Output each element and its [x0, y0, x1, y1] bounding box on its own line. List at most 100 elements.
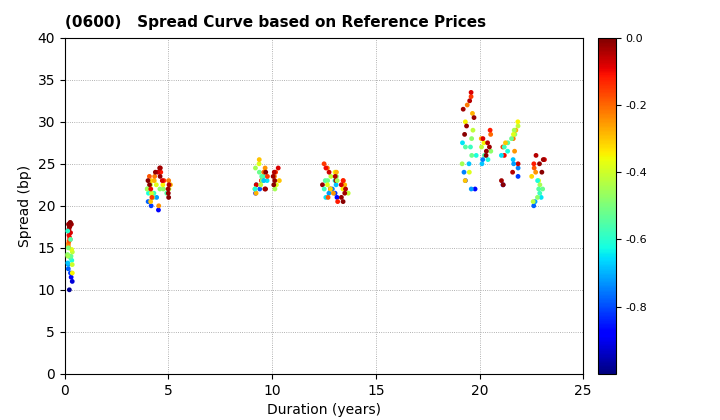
Point [481, 148, 492, 155]
Point [507, 169, 518, 176]
Point [322, 165, 333, 171]
Point [62, 228, 73, 234]
Point [259, 165, 271, 171]
Point [64, 234, 76, 241]
Point [143, 190, 154, 197]
Point [163, 194, 174, 201]
Point [257, 177, 269, 184]
Point [269, 186, 281, 192]
Point [456, 139, 468, 146]
Point [482, 156, 494, 163]
Point [502, 148, 513, 155]
Point [533, 177, 544, 184]
Point [330, 177, 342, 184]
Point [330, 173, 341, 180]
Point [528, 160, 539, 167]
Point [537, 186, 549, 192]
Point [253, 160, 265, 167]
Point [482, 139, 493, 146]
Point [153, 207, 164, 213]
Point [255, 181, 266, 188]
Point [145, 198, 156, 205]
Point [526, 173, 537, 180]
Point [66, 278, 78, 285]
Point [508, 131, 519, 138]
Point [63, 261, 74, 268]
Point [323, 190, 335, 197]
Point [332, 198, 343, 205]
Point [269, 177, 281, 184]
Point [459, 144, 471, 150]
Point [338, 177, 349, 184]
Point [249, 186, 261, 192]
Point [66, 257, 78, 264]
Point [505, 135, 517, 142]
Point [468, 114, 480, 121]
Point [498, 152, 510, 159]
Point [500, 139, 511, 146]
Point [459, 177, 471, 184]
Point [154, 165, 166, 171]
Point [270, 169, 282, 176]
Point [63, 286, 75, 293]
Point [148, 190, 160, 197]
Point [497, 144, 508, 150]
Point [325, 173, 337, 180]
Point [145, 186, 156, 192]
Point [63, 244, 74, 251]
Point [62, 251, 73, 258]
Point [465, 93, 477, 100]
Point [329, 190, 341, 197]
Point [339, 190, 351, 197]
Point [467, 110, 478, 117]
Point [512, 118, 523, 125]
Point [509, 131, 521, 138]
Point [534, 160, 545, 167]
Point [456, 160, 468, 167]
Point [509, 148, 521, 155]
Point [498, 144, 510, 150]
Point [336, 194, 347, 201]
Point [480, 152, 492, 159]
Point [337, 186, 348, 192]
Point [502, 139, 513, 146]
Point [269, 169, 280, 176]
Point [261, 177, 273, 184]
Point [536, 194, 547, 201]
Point [269, 173, 280, 180]
Point [530, 169, 541, 176]
Point [539, 156, 550, 163]
Point [268, 181, 279, 188]
Point [65, 255, 76, 261]
Point [249, 186, 261, 192]
Point [250, 190, 261, 197]
Point [251, 181, 262, 188]
Point [338, 177, 349, 184]
Point [478, 139, 490, 146]
Point [530, 152, 541, 159]
Point [325, 186, 336, 192]
Point [538, 156, 549, 163]
Point [495, 152, 507, 159]
Point [145, 181, 156, 188]
Point [498, 181, 509, 188]
Point [508, 135, 519, 142]
Point [156, 177, 168, 184]
Point [498, 181, 509, 188]
Point [459, 131, 470, 138]
Point [531, 194, 543, 201]
Point [63, 223, 75, 230]
Point [151, 194, 163, 201]
Point [256, 173, 267, 180]
Point [318, 186, 330, 192]
Point [343, 190, 354, 197]
Point [65, 219, 76, 226]
Point [256, 177, 268, 184]
Point [469, 186, 481, 192]
Point [63, 232, 75, 239]
Point [459, 177, 471, 184]
Point [154, 186, 166, 192]
Point [529, 198, 541, 205]
Point [251, 181, 262, 188]
Point [465, 89, 477, 96]
